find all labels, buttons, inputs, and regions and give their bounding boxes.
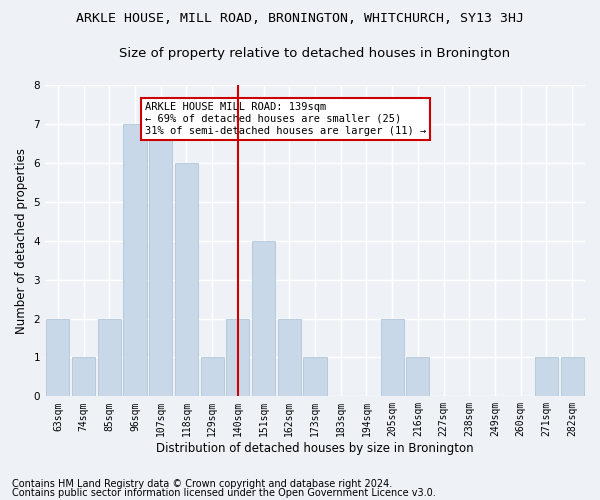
Bar (278, 318, 301, 396)
Bar (226, 318, 250, 396)
Bar (149, 124, 172, 396)
Bar (72, 358, 95, 397)
Bar (252, 241, 275, 396)
X-axis label: Distribution of detached houses by size in Bronington: Distribution of detached houses by size … (156, 442, 474, 455)
Bar (124, 124, 146, 396)
Bar (406, 358, 430, 397)
Bar (98, 318, 121, 396)
Bar (46, 318, 70, 396)
Text: ARKLE HOUSE, MILL ROAD, BRONINGTON, WHITCHURCH, SY13 3HJ: ARKLE HOUSE, MILL ROAD, BRONINGTON, WHIT… (76, 12, 524, 26)
Bar (304, 358, 326, 397)
Text: Contains public sector information licensed under the Open Government Licence v3: Contains public sector information licen… (12, 488, 436, 498)
Title: Size of property relative to detached houses in Bronington: Size of property relative to detached ho… (119, 48, 511, 60)
Text: ARKLE HOUSE MILL ROAD: 139sqm
← 69% of detached houses are smaller (25)
31% of s: ARKLE HOUSE MILL ROAD: 139sqm ← 69% of d… (145, 102, 426, 136)
Bar (175, 163, 198, 396)
Text: Contains HM Land Registry data © Crown copyright and database right 2024.: Contains HM Land Registry data © Crown c… (12, 479, 392, 489)
Bar (200, 358, 224, 397)
Y-axis label: Number of detached properties: Number of detached properties (15, 148, 28, 334)
Bar (560, 358, 584, 397)
Bar (535, 358, 558, 397)
Bar (380, 318, 404, 396)
